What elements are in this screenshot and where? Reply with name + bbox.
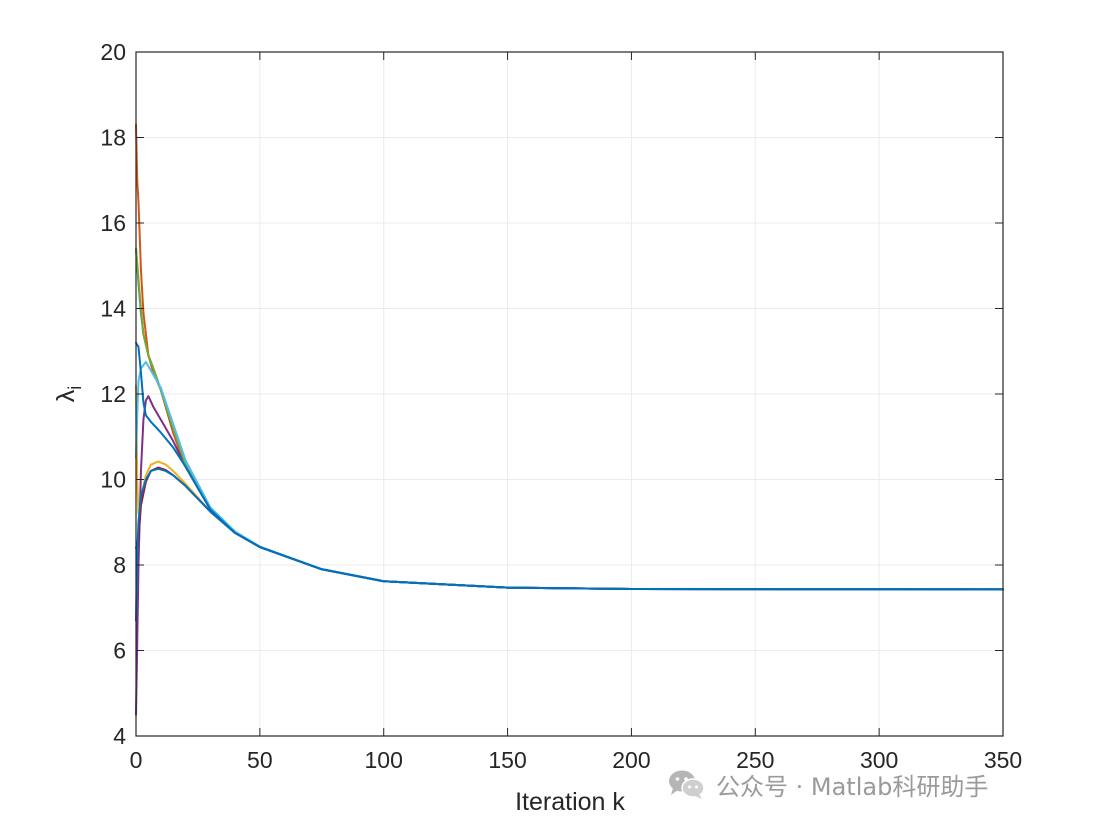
x-axis-ticks: 0 50 100 150 200 250 300 350 <box>130 52 1022 773</box>
x-tick-label: 200 <box>612 747 650 773</box>
y-tick-label: 14 <box>100 296 126 322</box>
y-axis-label-subscript: i <box>65 386 85 390</box>
y-axis-label: λi <box>52 386 85 403</box>
watermark: 公众号 · Matlab科研助手 <box>668 764 988 804</box>
series-line-9 <box>135 341 1004 591</box>
x-tick-label: 300 <box>860 747 898 773</box>
x-tick-label: 250 <box>736 747 774 773</box>
wechat-icon <box>669 770 705 799</box>
y-tick-label: 6 <box>113 638 126 664</box>
y-axis-label-symbol: λ <box>52 389 80 402</box>
x-tick-label: 150 <box>488 747 526 773</box>
y-tick-label: 4 <box>113 723 126 749</box>
x-tick-label: 350 <box>984 747 1022 773</box>
y-tick-label: 20 <box>100 39 126 65</box>
y-tick-label: 12 <box>100 381 126 407</box>
x-tick-label: 50 <box>247 747 273 773</box>
series-group <box>135 123 1004 716</box>
y-tick-label: 16 <box>100 210 126 236</box>
x-tick-label: 0 <box>130 747 143 773</box>
y-tick-label: 18 <box>100 125 126 151</box>
x-tick-label: 100 <box>365 747 403 773</box>
x-axis-label: Iteration k <box>515 788 625 816</box>
grid <box>136 52 1003 736</box>
y-axis-ticks: 4 6 8 10 12 14 16 18 20 <box>100 39 1003 749</box>
y-tick-label: 10 <box>100 467 126 493</box>
y-tick-label: 8 <box>113 552 126 578</box>
watermark-text: 公众号 · Matlab科研助手 <box>716 772 989 801</box>
